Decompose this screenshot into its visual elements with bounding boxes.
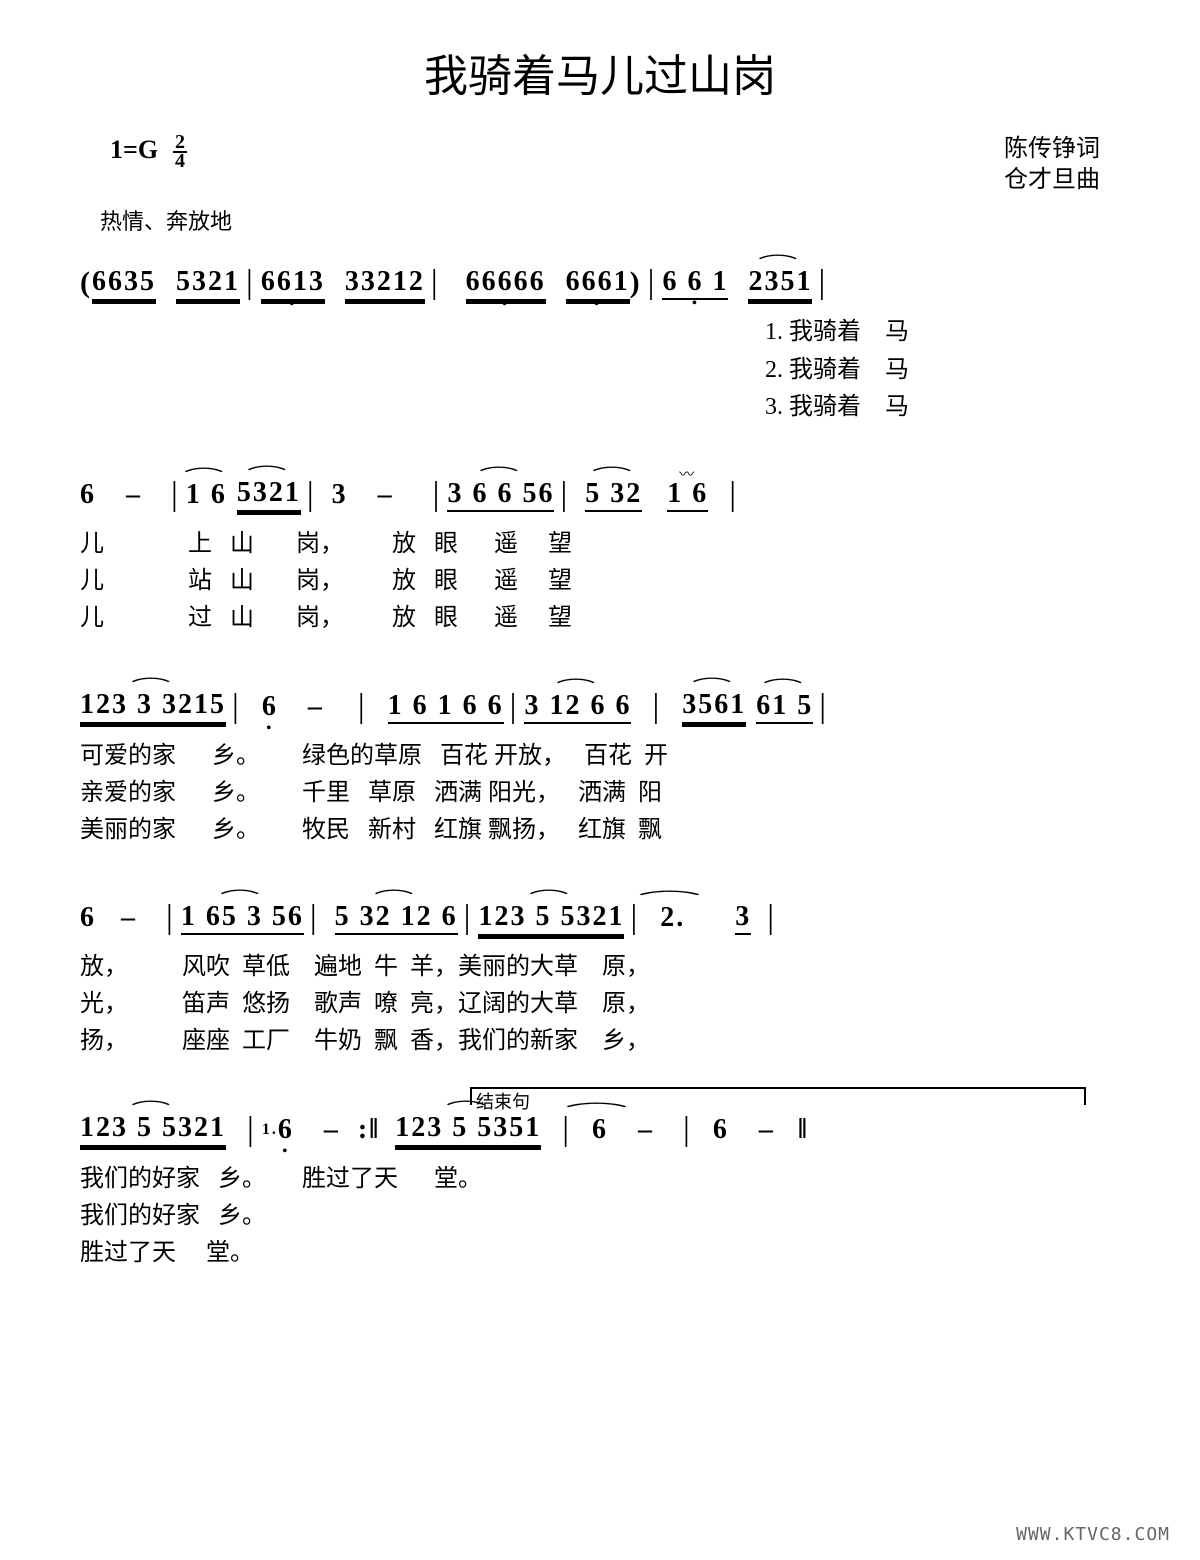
lyric-line: 3. 我骑着 马 xyxy=(765,389,1120,426)
composer: 仓才旦曲 xyxy=(1004,165,1100,196)
lyric-line: 我们的好家 乡。 胜过了天 堂。 xyxy=(80,1161,1120,1198)
notation-line-2: 6– | 1 65321 | 3– | 3 6 6 56 | 5 321 6 | xyxy=(80,476,1120,514)
lyric-line: 1. 我骑着 马 xyxy=(765,314,1120,351)
lyric-line: 扬， 座座 工厂 牛奶 飘 香，我们的新家 乡， xyxy=(80,1023,1120,1060)
system-3: 123 3 3215 | 6– | 1 6 1 6 6 | 3 12 6 6 |… xyxy=(80,688,1120,850)
tempo-marking: 热情、奔放地 xyxy=(80,204,1120,236)
lyric-line: 儿 过 山 岗， 放 眼 遥 望 xyxy=(80,600,1120,637)
notation-line-5: 123 5 5321 | 1.6– :‖ 123 5 5351 | 6– | 6… xyxy=(80,1111,1120,1149)
lyric-line: 胜过了天 堂。 xyxy=(80,1235,1120,1272)
system-1: (66355321 | 661333212 | 666666661) | 6 6… xyxy=(80,264,1120,426)
ending-bracket-end xyxy=(1026,1087,1086,1105)
lyric-line: 光， 笛声 悠扬 歌声 嘹 亮，辽阔的大草 原， xyxy=(80,986,1120,1023)
lyric-line: 2. 我骑着 马 xyxy=(765,352,1120,389)
lyric-line: 美丽的家 乡。 牧民 新村 红旗 飘扬， 红旗 飘 xyxy=(80,812,1120,849)
lyricist: 陈传铮词 xyxy=(1004,134,1100,165)
system-5: 结束句 123 5 5321 | 1.6– :‖ 123 5 5351 | 6–… xyxy=(80,1111,1120,1273)
notation-line-3: 123 3 3215 | 6– | 1 6 1 6 6 | 3 12 6 6 |… xyxy=(80,688,1120,726)
watermark: WWW.KTVC8.COM xyxy=(1016,1524,1170,1545)
notation-line-4: 6– | 1 65 3 56 | 5 32 12 6 | 123 5 5321 … xyxy=(80,899,1120,937)
credits: 陈传铮词 仓才旦曲 xyxy=(1004,134,1120,196)
meta-row: 1=G24 陈传铮词 仓才旦曲 xyxy=(80,134,1120,196)
song-title: 我骑着马儿过山岗 xyxy=(80,40,1120,104)
lyric-line: 我们的好家 乡。 xyxy=(80,1198,1120,1235)
lyric-line: 亲爱的家 乡。 千里 草原 洒满 阳光， 洒满 阳 xyxy=(80,775,1120,812)
lyric-line: 儿 站 山 岗， 放 眼 遥 望 xyxy=(80,563,1120,600)
system-2: 6– | 1 65321 | 3– | 3 6 6 56 | 5 321 6 |… xyxy=(80,476,1120,638)
ending-bracket: 结束句 xyxy=(470,1087,1030,1105)
key-time-signature: 1=G24 xyxy=(80,134,187,170)
lyric-line: 可爱的家 乡。 绿色的草原 百花 开放， 百花 开 xyxy=(80,738,1120,775)
lyric-line: 儿 上 山 岗， 放 眼 遥 望 xyxy=(80,526,1120,563)
notation-line-1: (66355321 | 661333212 | 666666661) | 6 6… xyxy=(80,264,1120,302)
system-4: 6– | 1 65 3 56 | 5 32 12 6 | 123 5 5321 … xyxy=(80,899,1120,1061)
lyric-line: 放， 风吹 草低 遍地 牛 羊，美丽的大草 原， xyxy=(80,949,1120,986)
